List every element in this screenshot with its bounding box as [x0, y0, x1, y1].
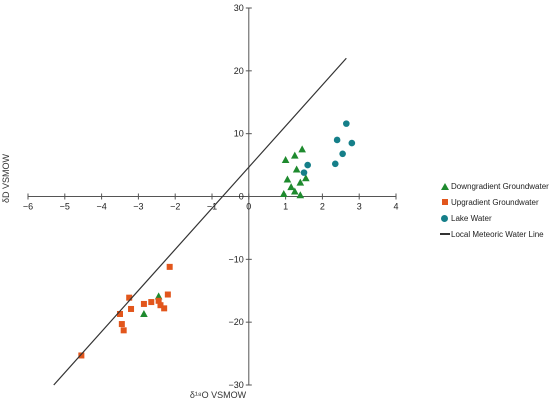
y-tick-label: 30 — [234, 3, 244, 13]
upgradient-point — [155, 297, 162, 304]
circle-marker-icon — [441, 214, 448, 222]
downgradient-point — [296, 178, 305, 186]
y-tick-label: 20 — [234, 66, 244, 76]
x-tick-label: −3 — [133, 202, 143, 212]
legend: Downgradient Groundwater Upgradient Grou… — [440, 178, 549, 242]
upgradient-point — [128, 305, 135, 312]
x-tick-label: −1 — [207, 202, 217, 212]
legend-item-lmwl: Local Meteoric Water Line — [440, 226, 548, 242]
x-tick-label: 1 — [283, 202, 288, 212]
y-tick-label: −30 — [229, 380, 244, 390]
lake-water-point — [333, 136, 341, 144]
meteoric-water-line — [53, 57, 347, 386]
x-tick-label: 0 — [246, 202, 251, 212]
legend-item-upgradient: Upgradient Groundwater — [440, 194, 548, 210]
y-axis-label: δD VSMOW — [1, 153, 11, 203]
legend-label-lmwl: Local Meteoric Water Line — [451, 229, 544, 239]
downgradient-point — [287, 183, 295, 191]
legend-item-downgradient: Downgradient Groundwater — [440, 178, 549, 194]
x-tick-label: −4 — [96, 202, 106, 212]
upgradient-point — [140, 300, 147, 307]
x-axis-label: δ¹⁸O VSMOW — [190, 390, 247, 400]
lake-water-point — [348, 139, 356, 147]
downgradient-point — [140, 309, 148, 317]
y-tick-label: 10 — [234, 129, 244, 139]
legend-label-upgradient: Upgradient Groundwater — [451, 197, 539, 207]
legend-label-downgradient: Downgradient Groundwater — [451, 181, 549, 191]
lake-water-point — [339, 150, 346, 158]
x-tick-label: −6 — [23, 202, 33, 212]
upgradient-point — [78, 352, 85, 359]
downgradient-point — [154, 292, 163, 300]
upgradient-point — [126, 294, 133, 301]
legend-label-lake: Lake Water — [451, 213, 492, 223]
y-tick-label: −20 — [229, 317, 244, 327]
lake-water-point — [331, 160, 339, 168]
lake-water-point — [343, 120, 350, 127]
square-marker-icon — [442, 199, 448, 205]
legend-item-lake: Lake Water — [440, 210, 548, 226]
upgradient-point — [120, 327, 127, 334]
lake-water-point — [304, 161, 311, 169]
downgradient-point — [296, 191, 305, 199]
downgradient-point — [302, 174, 310, 182]
x-tick-label: −2 — [170, 202, 180, 212]
downgradient-point — [291, 151, 299, 159]
upgradient-point — [164, 291, 171, 298]
line-marker-icon — [440, 233, 450, 235]
lake-water-point — [300, 169, 308, 176]
upgradient-point — [117, 310, 123, 317]
triangle-marker-icon — [441, 182, 449, 190]
upgradient-point — [157, 302, 164, 309]
downgradient-point — [298, 145, 306, 153]
y-tick-label: −10 — [229, 254, 244, 264]
y-tick-label: 0 — [239, 192, 244, 202]
x-tick-label: 2 — [320, 202, 325, 212]
upgradient-point — [161, 305, 168, 312]
upgradient-point — [148, 299, 155, 306]
upgradient-point — [166, 263, 173, 270]
downgradient-point — [292, 165, 301, 173]
downgradient-point — [291, 187, 299, 195]
x-tick-label: 4 — [393, 202, 398, 212]
downgradient-point — [279, 189, 288, 197]
upgradient-point — [118, 321, 125, 328]
x-tick-label: −5 — [60, 202, 70, 212]
x-tick-label: 3 — [357, 202, 362, 212]
downgradient-point — [283, 175, 292, 183]
downgradient-point — [281, 156, 290, 164]
